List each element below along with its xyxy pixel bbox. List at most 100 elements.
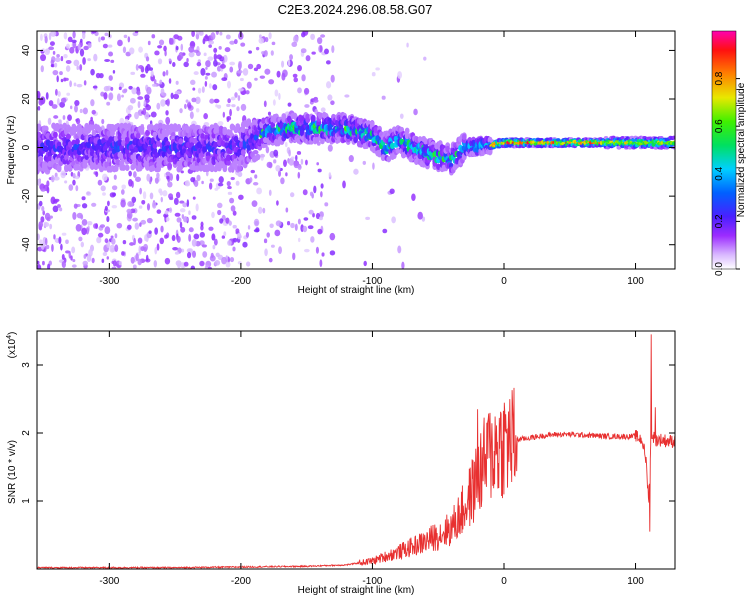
spectrogram-noise-cell [162,190,168,197]
spectrogram-band-cell [110,130,115,137]
spectrogram-noise-cell [168,207,173,214]
spectrogram-noise-cell [104,238,109,244]
spectrogram-noise-cell [158,39,165,46]
spectrogram-noise-cell [150,111,157,118]
spectrogram-noise-cell [365,216,371,221]
spectrogram-noise-cell [135,253,139,262]
spectrogram-noise-cell [53,234,56,240]
spectrogram-noise-cell [389,188,395,195]
spectrogram-noise-cell [69,80,72,88]
spectrogram-noise-cell [59,207,63,212]
spectrogram-xtick-label: -100 [362,276,382,287]
spectrogram-noise-cell [229,197,235,204]
spectrogram-noise-cell [237,232,242,240]
spectrogram-noise-cell [156,172,160,179]
spectrogram-band-cell [314,136,320,144]
spectrogram-noise-cell [290,222,295,229]
spectrogram-noise-cell [259,75,266,79]
spectrogram-noise-cell [180,226,186,233]
spectrogram-noise-cell [230,176,235,181]
spectrogram-noise-cell [297,218,301,225]
spectrogram-noise-cell [170,92,174,100]
spectrogram-noise-cell [72,31,76,39]
spectrogram-noise-cell [171,234,176,242]
spectrogram-noise-cell [133,237,136,246]
spectrogram-band-cell [310,114,316,122]
spectrogram-noise-cell [239,77,244,82]
spectrogram-band-cell [169,123,174,130]
spectrogram-ytick-label: -20 [21,188,32,203]
spectrogram-band-cell [207,145,213,153]
spectrogram-noise-cell [213,98,220,104]
spectrogram-band-cell [194,165,200,172]
spectrogram-noise-cell [138,46,143,53]
spectrogram-noise-cell [121,251,125,256]
spectrogram-noise-cell [217,202,223,209]
spectrogram-noise-cell [164,234,168,239]
spectrogram-band-cell [445,145,451,153]
spectrogram-band-cell [487,148,493,156]
spectrogram-noise-cell [211,211,215,219]
spectrogram-noise-cell [204,76,208,80]
spectrogram-noise-cell [49,223,53,230]
spectrogram-noise-cell [271,41,276,46]
spectrogram-band-cell [318,112,324,120]
spectrogram-noise-cell [118,261,122,266]
spectrogram-noise-cell [74,175,80,180]
spectrogram-noise-cell [123,34,128,39]
spectrogram-band-cell [369,121,375,128]
spectrogram-noise-cell [132,264,137,269]
spectrogram-noise-cell [254,174,258,179]
spectrogram-noise-cell [100,36,105,41]
spectrogram-noise-cell [183,61,189,68]
spectrogram-noise-cell [159,237,165,245]
spectrogram-noise-cell [195,96,201,105]
spectrogram-band-cell [73,126,79,133]
spectrogram-band-cell [84,153,90,160]
spectrogram-noise-cell [242,241,248,248]
spectrogram-noise-cell [111,238,116,245]
spectrogram-noise-cell [67,36,73,43]
spectrogram-noise-cell [191,31,195,38]
spectrogram-band-cell [255,153,261,161]
spectrogram-noise-cell [164,50,167,57]
spectrogram-noise-cell [211,71,217,78]
spectrogram-noise-cell [325,60,331,65]
spectrogram-noise-cell [166,98,170,107]
spectrogram-noise-cell [297,164,302,170]
spectrogram-noise-cell [289,54,293,61]
spectrogram-noise-cell [97,232,104,238]
spectrogram-noise-cell [208,40,215,45]
spectrogram-band-cell [167,162,172,170]
spectrogram-noise-cell [203,35,210,42]
spectrogram-noise-cell [149,192,154,200]
spectrogram-band-cell [390,142,395,149]
spectrogram-band-cell [240,126,246,133]
spectrogram-noise-cell [57,204,61,208]
spectrogram-band-cell [620,135,626,140]
spectrogram-noise-cell [45,244,50,250]
spectrogram-noise-cell [106,256,110,260]
spectrogram-noise-cell [287,102,292,107]
spectrogram-noise-cell [203,52,207,57]
spectrogram-noise-cell [222,111,226,118]
spectrogram-noise-cell [140,73,146,78]
spectrogram-noise-cell [62,115,66,120]
spectrogram-noise-cell [175,80,179,85]
spectrogram-noise-cell [146,86,152,95]
spectrogram-noise-cell [295,154,298,161]
spectrogram-band-cell [73,143,79,151]
spectrogram-noise-cell [189,111,194,119]
colorbar-tick-label: 0.6 [714,119,725,133]
spectrogram-noise-cell [103,85,110,92]
spectrogram-band-cell [43,125,49,132]
spectrogram-cells [37,31,675,269]
spectrogram-band-cell [226,154,231,162]
spectrogram-noise-cell [127,36,131,43]
spectrogram-noise-cell [183,261,189,267]
spectrogram-noise-cell [120,189,125,195]
spectrogram-band-cell [115,158,121,166]
spectrogram-noise-cell [156,102,161,110]
spectrogram-band-cell [176,123,182,131]
spectrogram-noise-cell [204,80,208,87]
